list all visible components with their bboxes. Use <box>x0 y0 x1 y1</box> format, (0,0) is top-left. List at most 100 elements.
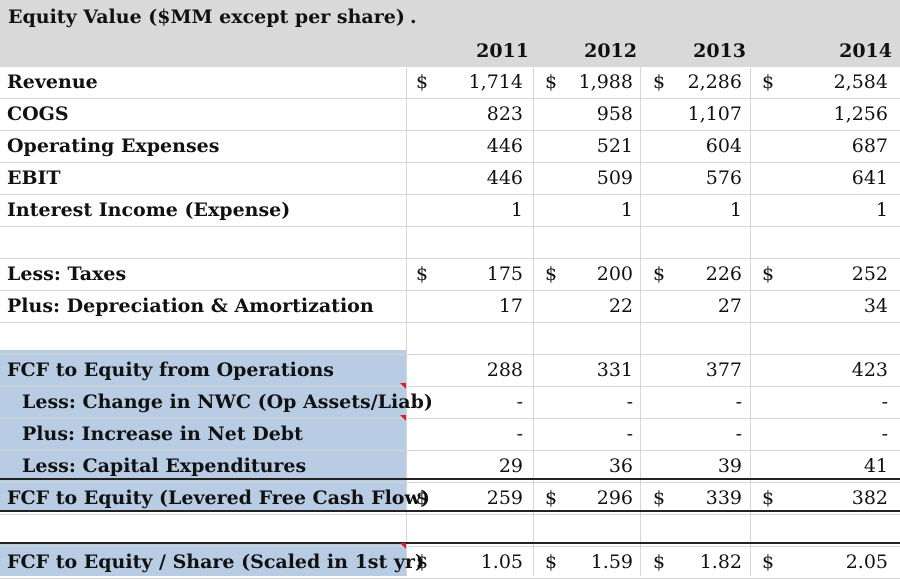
currency-symbol: $ <box>416 487 429 509</box>
cell-value[interactable]: 27 <box>717 295 742 317</box>
grid-line <box>0 386 900 387</box>
grid-line <box>0 194 900 195</box>
cell-value[interactable]: 41 <box>863 455 888 477</box>
total-rule-bottom <box>0 510 900 512</box>
cell-value[interactable]: 200 <box>596 263 633 285</box>
currency-symbol: $ <box>762 263 775 285</box>
cell-value[interactable]: 423 <box>851 359 888 381</box>
row-label: Revenue <box>7 71 98 93</box>
grid-line <box>0 322 900 323</box>
cell-value[interactable]: 39 <box>717 455 742 477</box>
cell-value[interactable]: 377 <box>705 359 742 381</box>
table-row <box>0 227 900 259</box>
cell-value[interactable]: 22 <box>608 295 633 317</box>
table-row: Plus: Depreciation & Amortization 17 22 27 3… <box>0 291 900 323</box>
cell-value[interactable]: 339 <box>705 487 742 509</box>
cell-value[interactable]: 1,107 <box>687 103 742 125</box>
cell-value[interactable]: 509 <box>596 167 633 189</box>
cell-value[interactable]: 1,714 <box>468 71 523 93</box>
cell-value[interactable]: 1 <box>620 199 633 221</box>
cell-value[interactable]: 823 <box>486 103 523 125</box>
cell-value[interactable]: 1 <box>875 199 888 221</box>
cell-value[interactable]: 521 <box>596 135 633 157</box>
cell-value[interactable]: - <box>881 423 888 445</box>
cell-value[interactable]: 288 <box>486 359 523 381</box>
cell-value[interactable]: 604 <box>705 135 742 157</box>
cell-value[interactable]: 226 <box>705 263 742 285</box>
cell-value[interactable]: 1.59 <box>590 551 633 573</box>
cell-value[interactable]: 2.05 <box>845 551 888 573</box>
grid-line <box>0 130 900 131</box>
row-label: Less: Capital Expenditures <box>22 455 307 477</box>
cell-value[interactable]: 1 <box>729 199 742 221</box>
cell-value[interactable]: - <box>735 423 742 445</box>
cell-value[interactable]: 958 <box>596 103 633 125</box>
table-row <box>0 323 900 355</box>
grid-line <box>0 482 900 483</box>
cell-value[interactable]: 331 <box>596 359 633 381</box>
currency-symbol: $ <box>545 263 558 285</box>
table-row: Operating Expenses 446 521 604 687 <box>0 131 900 163</box>
cell-value[interactable]: - <box>516 391 523 413</box>
cell-value[interactable]: 576 <box>705 167 742 189</box>
comment-marker[interactable] <box>400 383 406 389</box>
cell-value[interactable]: - <box>516 423 523 445</box>
cell-value[interactable]: 252 <box>851 263 888 285</box>
grid-line <box>750 67 751 576</box>
grid-line <box>0 450 900 451</box>
currency-symbol: $ <box>416 71 429 93</box>
cell-value[interactable]: 34 <box>863 295 888 317</box>
currency-symbol: $ <box>545 71 558 93</box>
cell-value[interactable]: 1 <box>510 199 523 221</box>
cell-value[interactable]: 1,988 <box>578 71 633 93</box>
cell-value[interactable]: 296 <box>596 487 633 509</box>
cell-value[interactable]: 687 <box>851 135 888 157</box>
cell-value[interactable]: 2,286 <box>687 71 742 93</box>
currency-symbol: $ <box>653 71 666 93</box>
row-label: Plus: Increase in Net Debt <box>22 423 303 445</box>
comment-marker[interactable] <box>400 415 406 421</box>
cell-value[interactable]: 1.82 <box>699 551 742 573</box>
grid-line <box>0 226 900 227</box>
table-row: Interest Income (Expense) 1 1 1 1 <box>0 195 900 227</box>
sheet-title: Equity Value ($MM except per share) <box>8 6 405 28</box>
cell-value[interactable]: - <box>735 391 742 413</box>
cell-value[interactable]: - <box>626 423 633 445</box>
cell-value[interactable]: - <box>626 391 633 413</box>
row-label: EBIT <box>7 167 61 189</box>
cell-value[interactable]: 641 <box>851 167 888 189</box>
row-label: Interest Income (Expense) <box>7 199 291 221</box>
row-label: Plus: Depreciation & Amortization <box>7 295 374 317</box>
currency-symbol: $ <box>545 551 558 573</box>
cell-value[interactable]: 2,584 <box>833 71 888 93</box>
cell-value[interactable]: 1.05 <box>480 551 523 573</box>
cell-value[interactable]: 446 <box>486 135 523 157</box>
year-header-2012: 2012 <box>584 40 637 62</box>
cell-value[interactable]: 175 <box>486 263 523 285</box>
table-row: FCF to Equity / Share (Scaled in 1st yr)… <box>0 547 900 579</box>
table-row: Plus: Increase in Net Debt - - - - <box>0 419 900 451</box>
grid-line <box>0 98 900 99</box>
currency-symbol: $ <box>545 487 558 509</box>
currency-symbol: $ <box>416 263 429 285</box>
cell-value[interactable]: 446 <box>486 167 523 189</box>
grid-line <box>0 546 900 547</box>
row-label: FCF to Equity / Share (Scaled in 1st yr) <box>7 551 424 573</box>
cell-value[interactable]: - <box>881 391 888 413</box>
table-row: COGS 823 958 1,107 1,256 <box>0 99 900 131</box>
cell-value[interactable]: 29 <box>498 455 523 477</box>
cell-value[interactable]: 1,256 <box>833 103 888 125</box>
cell-value[interactable]: 17 <box>498 295 523 317</box>
row-label: Less: Change in NWC (Op Assets/Liab) <box>22 391 433 413</box>
table-row: EBIT 446 509 576 641 <box>0 163 900 195</box>
cell-value[interactable]: 259 <box>486 487 523 509</box>
table-row <box>0 515 900 547</box>
cell-value[interactable]: 36 <box>608 455 633 477</box>
table-row: Less: Change in NWC (Op Assets/Liab) - - - - <box>0 387 900 419</box>
per-share-highlight <box>0 543 406 576</box>
cell-value[interactable]: 382 <box>851 487 888 509</box>
header-band <box>0 0 900 67</box>
comment-marker[interactable] <box>400 543 406 549</box>
year-header-2013: 2013 <box>693 40 746 62</box>
table-row: Less: Capital Expenditures 29 36 39 41 <box>0 451 900 483</box>
